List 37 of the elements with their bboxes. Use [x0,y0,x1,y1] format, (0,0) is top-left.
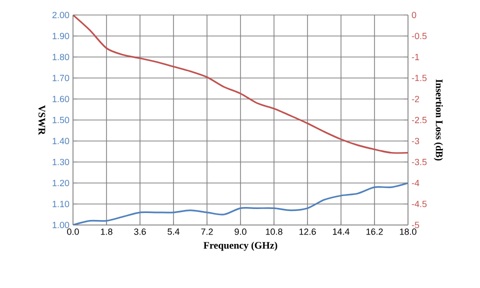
line-series [73,15,408,154]
y-tick-label: 1.60 [52,96,70,102]
x-tick-label: 12.6 [299,228,316,235]
y2-tick-label: -0.5 [412,32,427,40]
y-tick-label: 1.20 [52,180,70,186]
x-tick-label: 9.0 [234,228,246,235]
y2-tick-label: -1 [412,54,420,60]
y-tick-label: 1.30 [52,158,70,166]
y-tick-label: 2.00 [52,12,70,18]
x-tick-label: 10.8 [266,228,282,235]
y2-tick-label: -1.5 [412,74,427,82]
x-tick-label: 3.6 [134,228,146,235]
y2-tick-label: -3.5 [412,158,427,166]
y-tick-label: 1.00 [52,222,70,228]
x-tick-label: 16.2 [366,228,383,235]
x-tick-label: 14.4 [332,228,350,235]
x-axis-title: Frequency (GHz) [204,242,278,251]
y-tick-label: 1.90 [52,32,70,40]
y-tick-label: 1.70 [52,74,70,82]
y2-tick-label: -2 [412,96,420,102]
y2-tick-label: -2.5 [412,116,427,124]
x-tick-label: 7.2 [201,228,213,235]
x-tick-label: 1.8 [100,228,112,235]
x-tick-label: 5.4 [168,228,180,235]
y-tick-label: 1.80 [52,54,70,60]
y-tick-label: 1.10 [52,200,70,208]
y2-tick-label: -4.5 [412,200,427,208]
y2-tick-label: -4 [412,180,420,186]
y-axis-title: VSWR [38,105,46,136]
y2-tick-label: 0 [412,12,416,18]
y2-tick-label: -3 [412,138,420,144]
y2-tick-label: -5 [412,222,420,228]
x-tick-label: 18.0 [400,228,416,235]
y-tick-label: 1.40 [52,138,70,144]
y-tick-label: 1.50 [52,116,70,124]
y2-axis-title: Insertion Loss (dB) [434,79,443,161]
x-tick-label: 0.0 [67,228,79,235]
